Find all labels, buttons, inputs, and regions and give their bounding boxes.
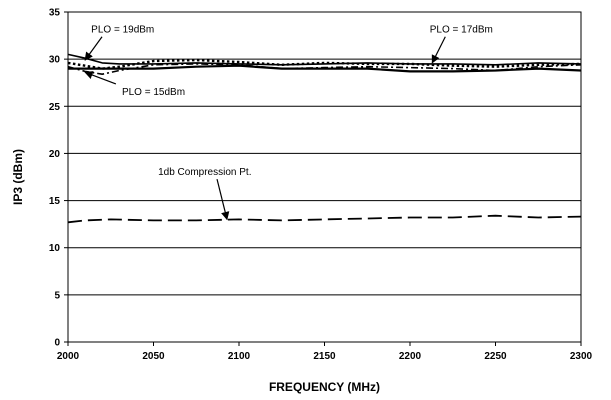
x-tick-label-2250: 2250 <box>484 351 507 362</box>
y-tick-label-25: 25 <box>49 102 61 113</box>
y-tick-label-35: 35 <box>49 8 61 19</box>
x-tick-label-2100: 2100 <box>228 351 251 362</box>
y-tick-label-30: 30 <box>49 55 61 66</box>
annotation-label-2: PLO = 15dBm <box>122 87 185 98</box>
annotation-arrow-3 <box>216 178 230 221</box>
x-tick-label-2300: 2300 <box>570 351 593 362</box>
x-tick-label-2000: 2000 <box>57 351 80 362</box>
series-line-0 <box>67 53 582 66</box>
annotation-label-3: 1db Compression Pt. <box>158 167 251 178</box>
x-axis-title: FREQUENCY (MHz) <box>269 380 380 394</box>
y-axis-title: IP3 (dBm) <box>11 149 25 205</box>
x-tick-label-2200: 2200 <box>399 351 422 362</box>
y-tick-label-5: 5 <box>54 290 60 301</box>
annotation-arrow-2 <box>84 71 117 85</box>
annotation-arrow-1 <box>431 36 446 64</box>
y-tick-label-0: 0 <box>54 338 60 349</box>
x-tick-label-2050: 2050 <box>142 351 165 362</box>
annotation-label-0: PLO = 19dBm <box>91 25 154 36</box>
series-line-3 <box>68 64 582 73</box>
y-tick-label-10: 10 <box>49 243 61 254</box>
y-tick-label-20: 20 <box>49 149 61 160</box>
annotation-arrow-0 <box>84 36 103 61</box>
plot-frame <box>67 11 582 343</box>
y-tick-label-15: 15 <box>49 196 61 207</box>
annotation-label-1: PLO = 17dBm <box>430 25 493 36</box>
x-tick-label-2150: 2150 <box>313 351 336 362</box>
series-line-4 <box>67 214 582 224</box>
